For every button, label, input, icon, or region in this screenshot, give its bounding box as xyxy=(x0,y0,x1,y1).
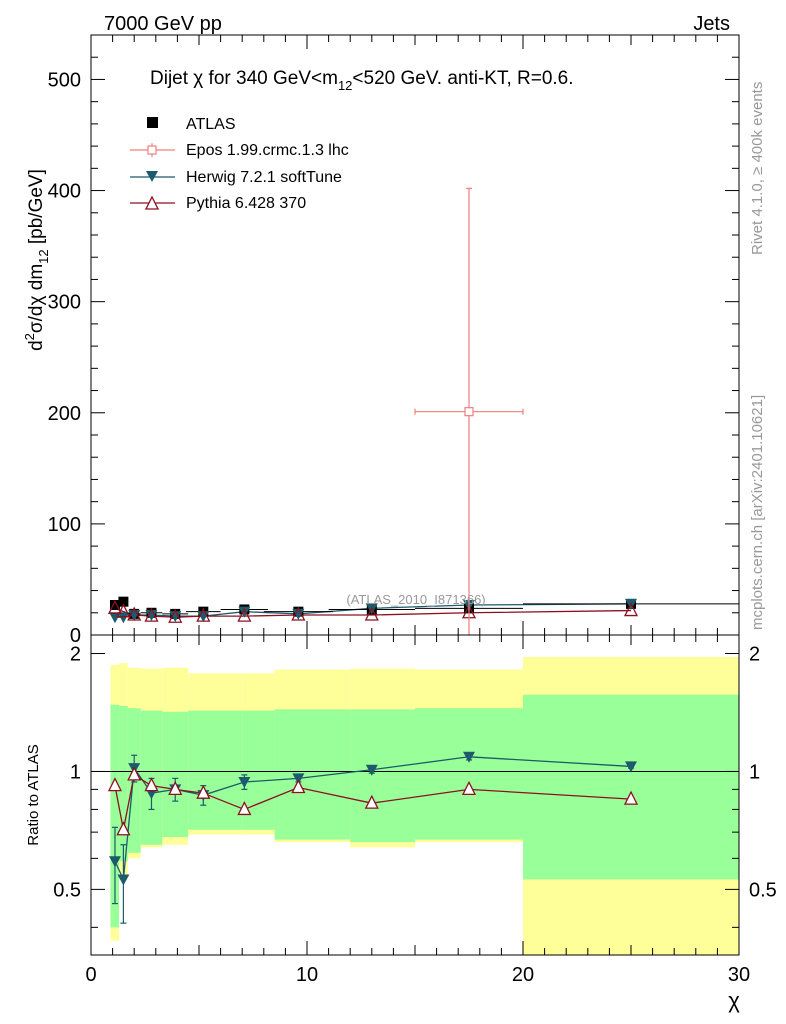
ratio-y-tick-label: 1 xyxy=(70,761,81,783)
ratio-pythia-point xyxy=(127,766,142,781)
ratio-band-inner xyxy=(415,708,523,840)
herwig-point xyxy=(117,612,130,624)
pythia-point xyxy=(364,606,379,621)
ratio-herwig-point xyxy=(292,773,305,785)
pythia-point xyxy=(107,599,123,614)
ratio-panel: 0.5 0.51 12 20 10 20 30 Ratio to ATLAS χ xyxy=(25,634,777,1013)
pythia-point xyxy=(196,607,211,622)
herwig-point xyxy=(238,606,251,618)
legend-label-pythia: Pythia 6.428 370 xyxy=(186,195,306,212)
legend-marker-pythia xyxy=(144,195,160,210)
x-tick-label: 20 xyxy=(512,964,534,986)
main-data-layer xyxy=(107,187,739,635)
ratio-band-inner xyxy=(274,709,351,840)
pythia-point xyxy=(127,606,142,621)
ratio-herwig-point xyxy=(625,761,637,773)
ratio-herwig-point xyxy=(238,776,251,788)
ratio-y-tick-label-right: 2 xyxy=(749,644,760,666)
ratio-pythia-point xyxy=(237,800,252,816)
legend-label-herwig: Herwig 7.2.1 softTune xyxy=(186,169,342,186)
ratio-pythia-point xyxy=(196,784,211,799)
main-y-tick-label: 400 xyxy=(48,181,81,203)
main-y-label: d2σ/dχ dm12 [pb/GeV] xyxy=(22,169,51,351)
ratio-pythia-point xyxy=(107,777,123,792)
ratio-pythia-point xyxy=(461,780,477,796)
pythia-point xyxy=(237,607,252,622)
x-axis-label: χ xyxy=(728,988,740,1013)
pythia-point xyxy=(116,603,131,618)
x-tick-label: 30 xyxy=(728,964,750,986)
ratio-pythia-point xyxy=(623,790,639,805)
pythia-point xyxy=(168,608,183,623)
pythia-point xyxy=(291,606,306,621)
ratio-y-tick-label-right: 1 xyxy=(749,761,760,783)
legend-marker-herwig xyxy=(146,171,158,182)
legend-marker-epos xyxy=(147,145,157,155)
main-y-tick-label: 100 xyxy=(48,514,81,536)
ratio-bands xyxy=(91,656,739,955)
mcplots-label: mcplots.cern.ch [arXiv:2401.10621] xyxy=(749,395,766,630)
main-y-tick-label: 500 xyxy=(48,69,81,91)
epos-point xyxy=(464,407,474,417)
legend-label-epos: Epos 1.99.crmc.1.3 lhc xyxy=(186,142,349,159)
x-tick-label: 10 xyxy=(296,964,318,986)
ratio-axis-ticks: 0.5 0.51 12 20 10 20 30 xyxy=(53,635,777,986)
legend: ATLAS Epos 1.99.crmc.1.3 lhc Herwig 7.2.… xyxy=(130,116,349,212)
atlas-point xyxy=(109,600,120,610)
ratio-band-inner xyxy=(162,711,189,838)
pythia-point xyxy=(144,607,159,622)
main-panel: 0 100 200 300 400 500 Dijet χ for 340 GeV<m12… xyxy=(22,34,740,647)
ratio-herwig-point xyxy=(463,751,475,763)
ratio-pythia-point xyxy=(144,777,159,792)
ratio-pythia-point xyxy=(168,780,183,796)
ratio-y-tick-label: 2 xyxy=(70,644,81,666)
ratio-band-inner xyxy=(119,705,128,862)
main-title: Dijet χ for 340 GeV<m12<520 GeV. anti-KT… xyxy=(150,68,574,93)
herwig-point xyxy=(145,610,158,621)
ratio-band-inner xyxy=(110,704,120,928)
main-y-tick-label: 200 xyxy=(48,403,81,425)
main-y-tick-label: 300 xyxy=(48,292,81,314)
ratio-band-inner xyxy=(523,694,739,880)
ratio-herwig-point xyxy=(108,856,121,868)
ratio-data-layer xyxy=(107,751,639,924)
ratio-pythia-point xyxy=(116,821,131,836)
pythia-point xyxy=(623,602,639,617)
header-right: Jets xyxy=(693,13,730,35)
x-tick-label: 0 xyxy=(85,964,96,986)
ratio-y-tick-label-right: 0.5 xyxy=(749,879,777,901)
ratio-y-label: Ratio to ATLAS xyxy=(25,744,42,845)
main-y-tick-label: 0 xyxy=(70,625,81,647)
ratio-frame xyxy=(90,634,740,956)
main-axis-ticks: 0 100 200 300 400 500 xyxy=(48,34,740,647)
ratio-pythia-point xyxy=(364,794,379,809)
ratio-y-tick-label: 0.5 xyxy=(53,879,81,901)
ratio-herwig-point xyxy=(365,764,378,776)
ratio-band-inner xyxy=(188,710,243,830)
header-left: 7000 GeV pp xyxy=(104,13,222,35)
analysis-watermark: (ATLAS_2010_I871366) xyxy=(346,592,485,607)
herwig-point xyxy=(169,611,182,623)
herwig-point xyxy=(292,608,305,620)
ratio-herwig-point xyxy=(117,874,130,886)
rivet-label: Rivet 4.1.0, ≥ 400k events xyxy=(749,82,766,255)
ratio-band-inner xyxy=(350,709,415,843)
atlas-point xyxy=(118,596,129,607)
legend-marker-atlas xyxy=(147,117,158,128)
legend-label-atlas: ATLAS xyxy=(186,116,236,133)
ratio-pythia-point xyxy=(291,779,306,794)
